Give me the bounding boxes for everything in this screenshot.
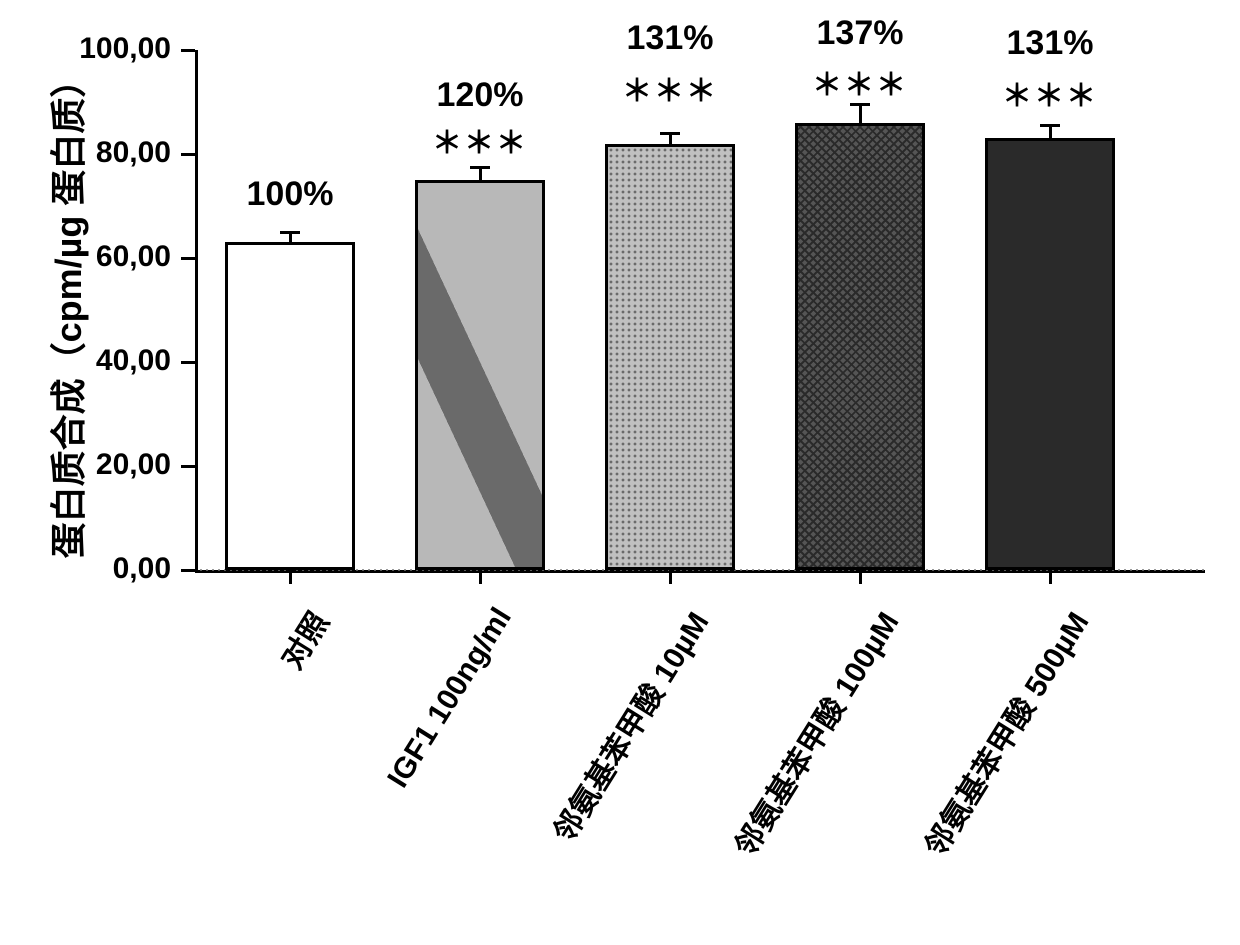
x-category-label: IGF1 100ng/ml: [305, 602, 519, 917]
x-category-label: 邻氨基苯甲酸 100µM: [685, 602, 908, 922]
bar: [795, 123, 925, 570]
error-bar: [289, 232, 292, 242]
bar-significance-label: ＊＊＊: [580, 66, 760, 110]
bar-significance-label: ＊＊＊: [390, 118, 570, 162]
y-tick: [181, 153, 195, 156]
x-tick: [669, 570, 672, 584]
y-axis-label: 蛋白质合成（cpm/µg 蛋白质）: [40, 50, 92, 570]
y-tick: [181, 569, 195, 572]
error-bar: [479, 167, 482, 180]
x-category-label: 对照: [115, 602, 338, 922]
bar-percent-label: 100%: [200, 175, 380, 214]
y-tick: [181, 361, 195, 364]
bar: [415, 180, 545, 570]
x-category-label: 邻氨基苯甲酸 10µM: [495, 602, 718, 922]
y-axis: [195, 50, 198, 570]
bar-percent-label: 131%: [580, 19, 760, 58]
bar: [985, 138, 1115, 570]
y-tick: [181, 49, 195, 52]
x-tick: [289, 570, 292, 584]
bar: [225, 242, 355, 570]
bar-percent-label: 120%: [390, 76, 570, 115]
x-tick: [479, 570, 482, 584]
error-bar-cap: [280, 231, 300, 234]
y-tick: [181, 465, 195, 468]
x-category-label: 邻氨基苯甲酸 500µM: [875, 602, 1098, 922]
error-bar-cap: [1040, 124, 1060, 127]
bar-significance-label: ＊＊＊: [770, 60, 950, 104]
x-tick: [1049, 570, 1052, 584]
bar-percent-label: 137%: [770, 14, 950, 53]
bar-percent-label: 131%: [960, 24, 1140, 63]
figure-container: 0,0020,0040,0060,0080,00100,00蛋白质合成（cpm/…: [0, 0, 1240, 945]
error-bar-cap: [470, 166, 490, 169]
error-bar: [1049, 125, 1052, 138]
error-bar-cap: [660, 132, 680, 135]
error-bar: [859, 105, 862, 123]
y-tick: [181, 257, 195, 260]
x-tick: [859, 570, 862, 584]
bar: [605, 144, 735, 570]
error-bar: [669, 133, 672, 143]
bar-significance-label: ＊＊＊: [960, 71, 1140, 115]
